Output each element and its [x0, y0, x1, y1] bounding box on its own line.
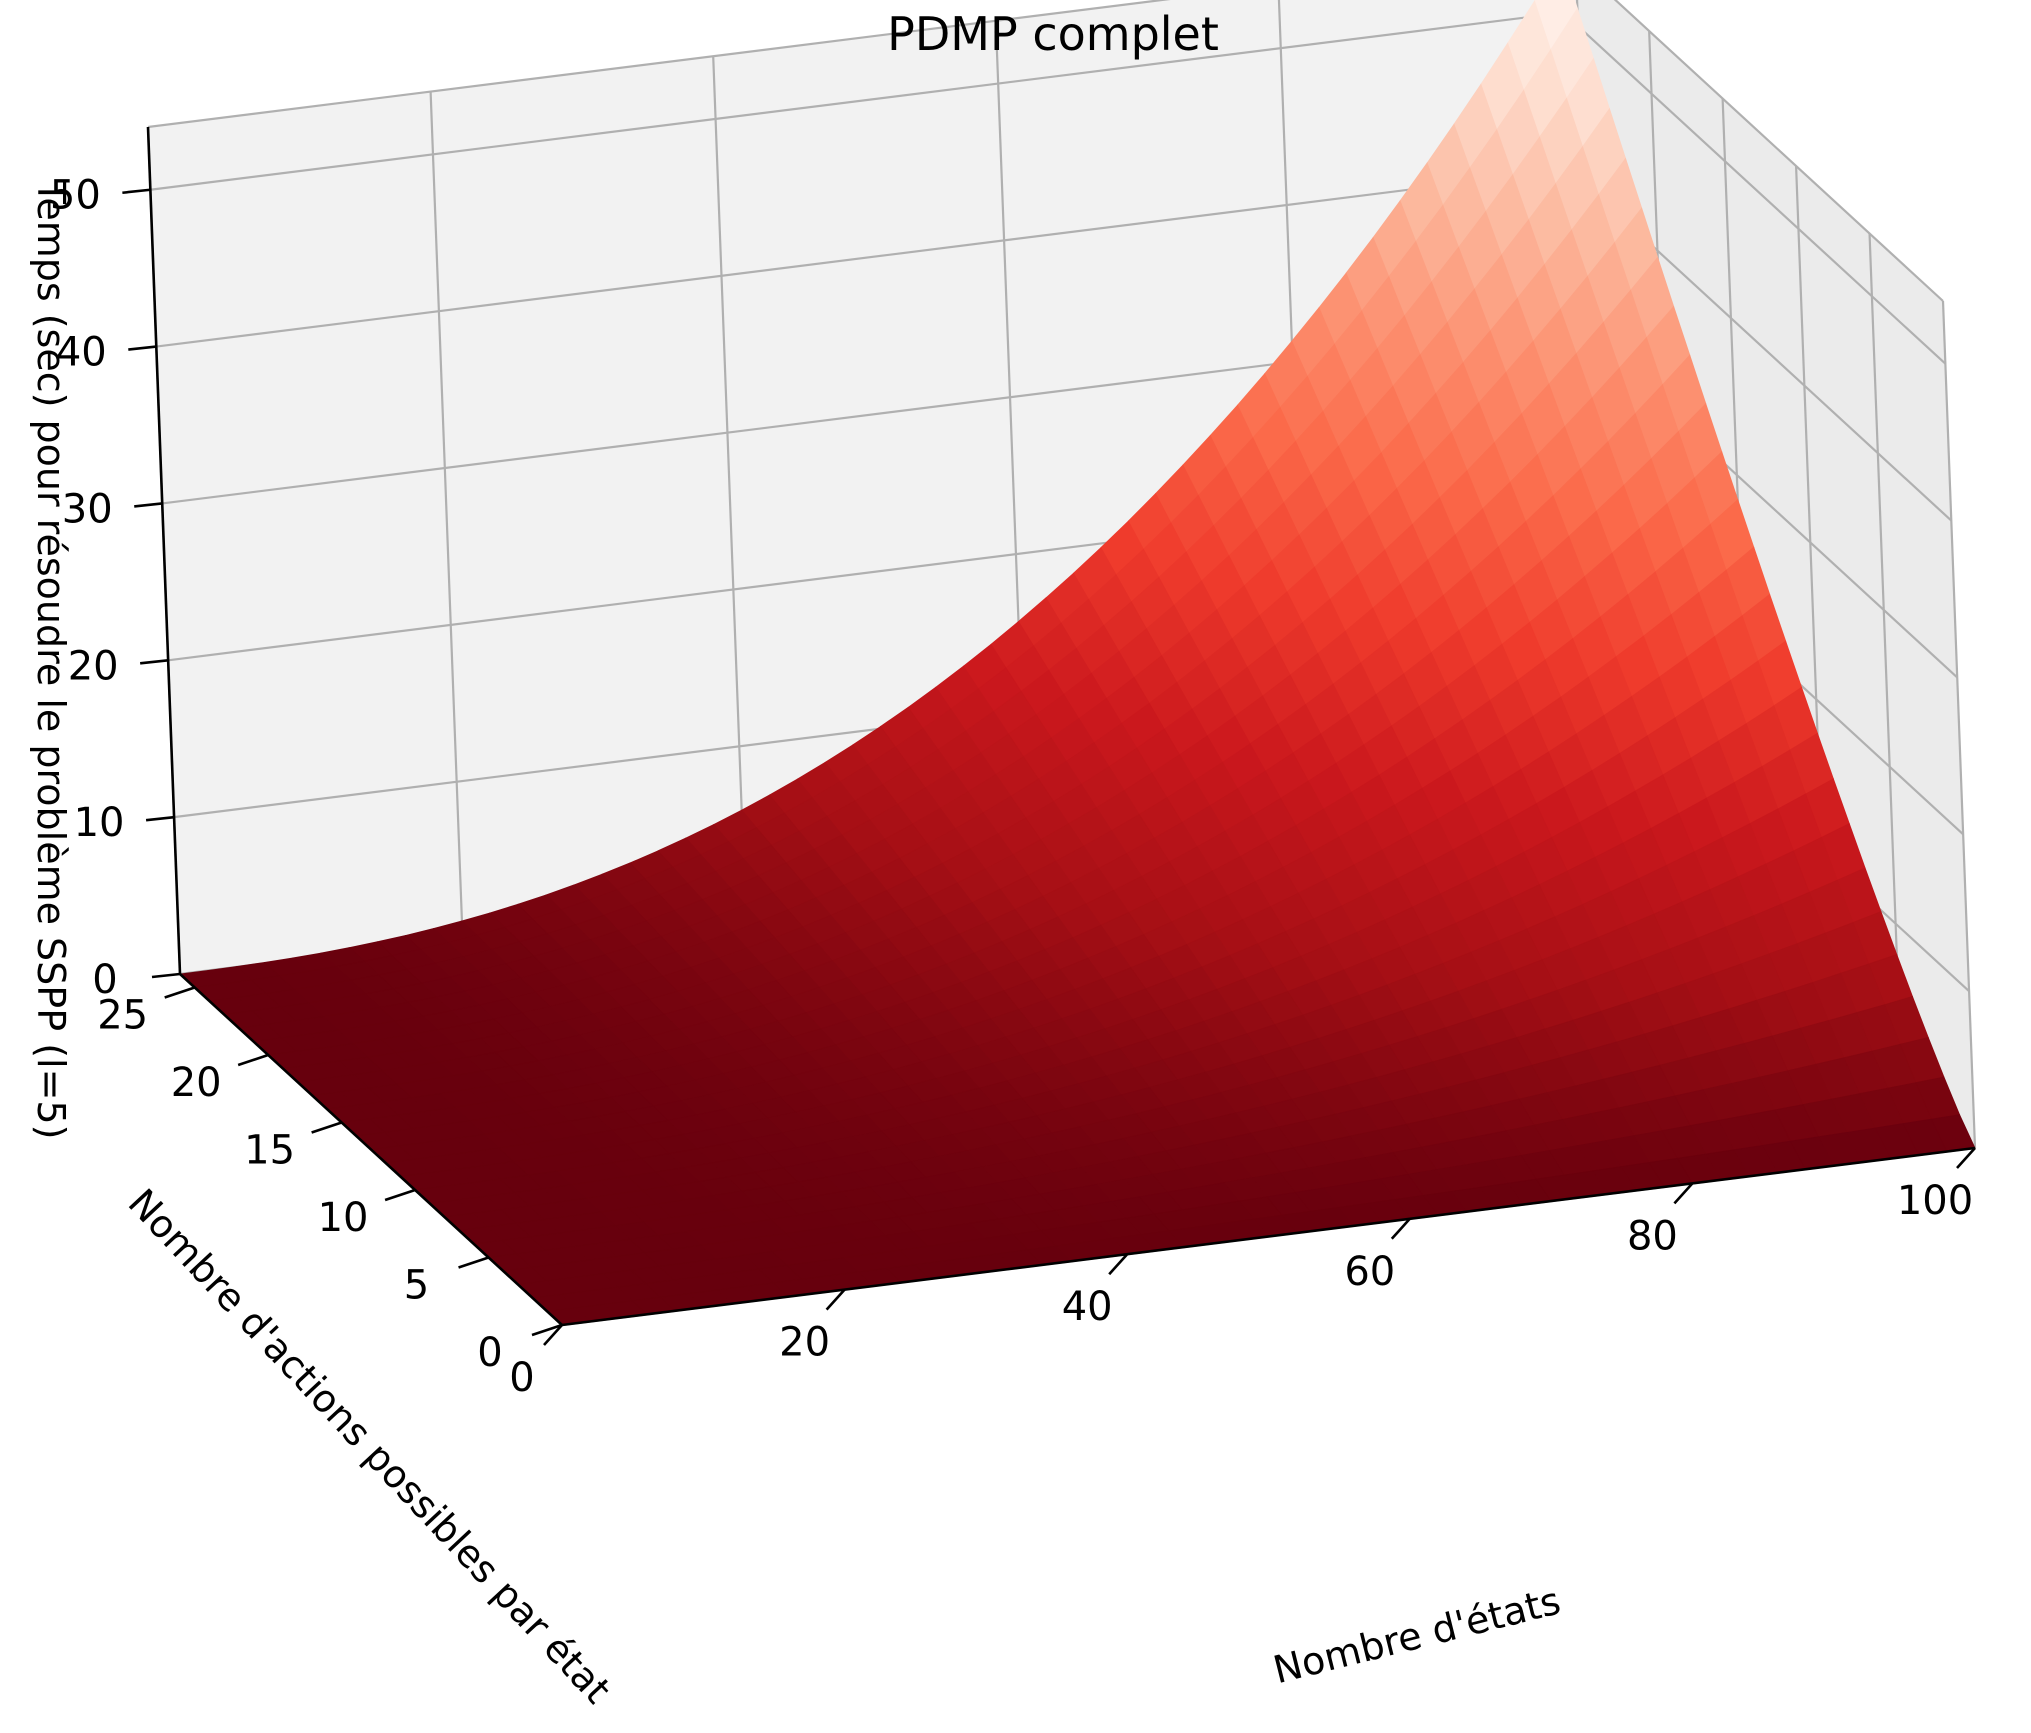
- y-tick: [164, 986, 196, 999]
- z-tick-label: 20: [68, 643, 119, 689]
- z-tick-label: 0: [92, 957, 117, 1003]
- z-tick: [145, 815, 175, 822]
- z-tick: [122, 188, 151, 195]
- x-tick: [543, 1324, 563, 1346]
- grid-line: [1868, 233, 1903, 1081]
- x-axis-line: [561, 1146, 1976, 1327]
- z-tick: [128, 345, 157, 351]
- y-tick-label: 25: [97, 993, 148, 1039]
- z-tick-label: 50: [50, 173, 101, 219]
- z-axis-line: [146, 126, 182, 975]
- x-axis-label: Nombre d'états: [1269, 1578, 1565, 1692]
- z-tick-label: 40: [56, 330, 107, 376]
- z-axis-label: Temps (sec) pour résoudre le problème SS…: [29, 180, 73, 1140]
- y-tick-label: 10: [318, 1195, 369, 1241]
- grid-line: [150, 11, 1564, 191]
- grid-line: [156, 168, 1570, 348]
- y-tick-label: 0: [477, 1330, 502, 1376]
- z-tick: [151, 972, 181, 979]
- z-tick-label: 30: [62, 486, 113, 532]
- x-tick-label: 40: [1062, 1284, 1113, 1330]
- x-tick: [1673, 1182, 1694, 1205]
- x-tick-label: 100: [1897, 1178, 1973, 1224]
- surface: [179, 0, 1976, 1326]
- grid-line: [429, 91, 464, 939]
- x-tick-label: 0: [509, 1355, 534, 1401]
- y-tick: [311, 1121, 343, 1134]
- pane-edge: [147, 0, 1171, 129]
- y-tick: [458, 1256, 489, 1269]
- grid-line: [712, 56, 747, 904]
- chart-title: PDMP complet: [887, 7, 1219, 61]
- z-tick: [140, 659, 169, 665]
- grid-line: [1941, 300, 1977, 1149]
- y-tick: [237, 1053, 269, 1067]
- x-tick: [1108, 1253, 1129, 1276]
- x-tick: [1390, 1217, 1411, 1240]
- y-axis-line: [179, 973, 563, 1326]
- z-tick-label: 10: [74, 800, 125, 846]
- x-tick: [1956, 1147, 1976, 1169]
- y-tick: [384, 1188, 416, 1202]
- z-tick: [134, 502, 163, 508]
- x-tick-label: 20: [779, 1320, 830, 1366]
- y-tick-label: 15: [244, 1128, 295, 1174]
- y-tick-label: 20: [171, 1060, 222, 1106]
- pane-edge: [1613, 0, 1944, 302]
- grid-line: [1562, 11, 1947, 365]
- axes: [122, 126, 1976, 1346]
- x-tick-label: 80: [1627, 1213, 1678, 1259]
- x-tick: [825, 1288, 846, 1311]
- y-tick: [531, 1323, 563, 1337]
- y-tick-label: 5: [404, 1263, 429, 1309]
- x-tick-label: 60: [1344, 1249, 1395, 1295]
